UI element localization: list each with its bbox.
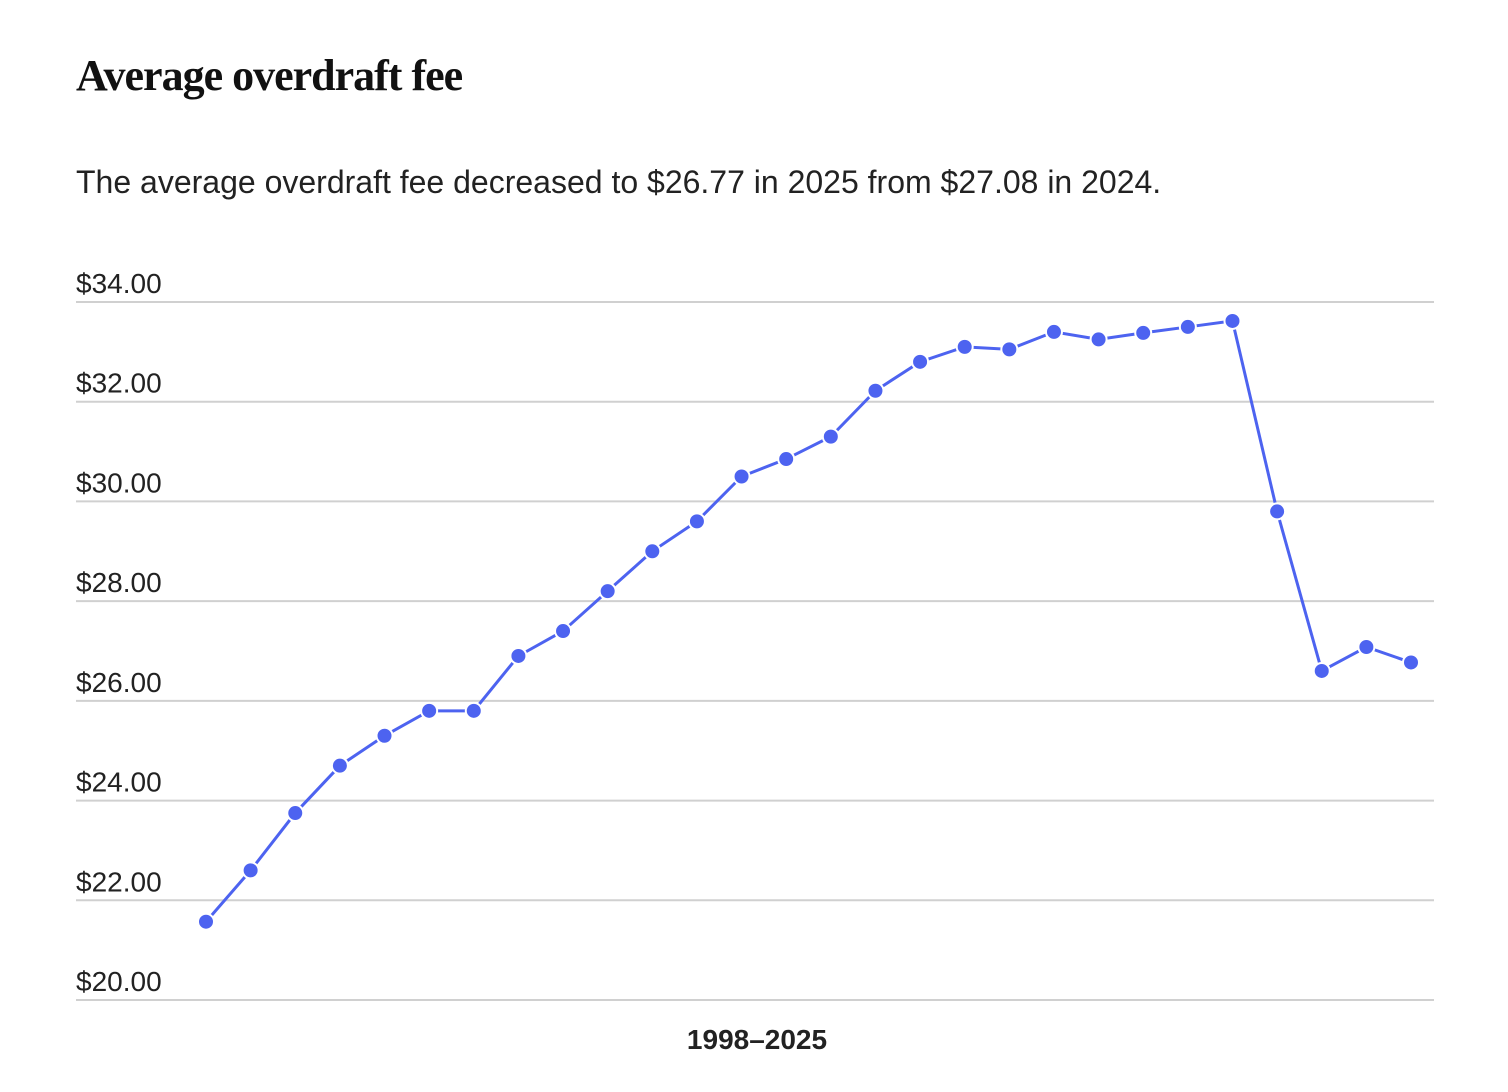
data-point: [241, 861, 260, 880]
chart-subtitle: The average overdraft fee decreased to $…: [76, 164, 1161, 200]
data-point: [554, 622, 573, 641]
data-point: [464, 701, 483, 720]
y-tick-label: $22.00: [76, 866, 162, 897]
data-point: [330, 756, 349, 775]
data-point: [821, 427, 840, 446]
data-point: [598, 582, 617, 601]
chart-title: Average overdraft fee: [76, 51, 463, 100]
y-tick-label: $28.00: [76, 567, 162, 598]
data-point: [1402, 653, 1420, 672]
data-point: [375, 726, 394, 745]
data-point: [1134, 323, 1153, 342]
y-tick-label: $32.00: [76, 368, 162, 399]
data-point: [777, 450, 796, 469]
data-point: [1044, 322, 1063, 341]
y-tick-label: $20.00: [76, 966, 162, 997]
x-axis-label: 1998–2025: [687, 1024, 827, 1055]
data-point: [955, 337, 974, 356]
data-point: [866, 381, 885, 400]
y-tick-label: $26.00: [76, 667, 162, 698]
data-point: [509, 646, 528, 665]
data-point: [1312, 661, 1331, 680]
data-point: [1268, 502, 1287, 521]
y-tick-label: $34.00: [76, 268, 162, 299]
data-line: [204, 319, 1412, 923]
data-point: [1178, 317, 1197, 336]
data-point: [643, 542, 662, 561]
data-point: [1357, 638, 1376, 657]
y-tick-label: $24.00: [76, 767, 162, 798]
data-point: [420, 701, 439, 720]
data-point: [286, 804, 305, 823]
data-point: [1089, 330, 1108, 349]
data-point: [732, 467, 751, 486]
data-point: [1223, 311, 1242, 330]
data-point: [1000, 340, 1019, 359]
data-point: [687, 512, 706, 531]
y-tick-label: $30.00: [76, 467, 162, 498]
data-point: [911, 352, 930, 371]
data-point: [197, 912, 215, 931]
